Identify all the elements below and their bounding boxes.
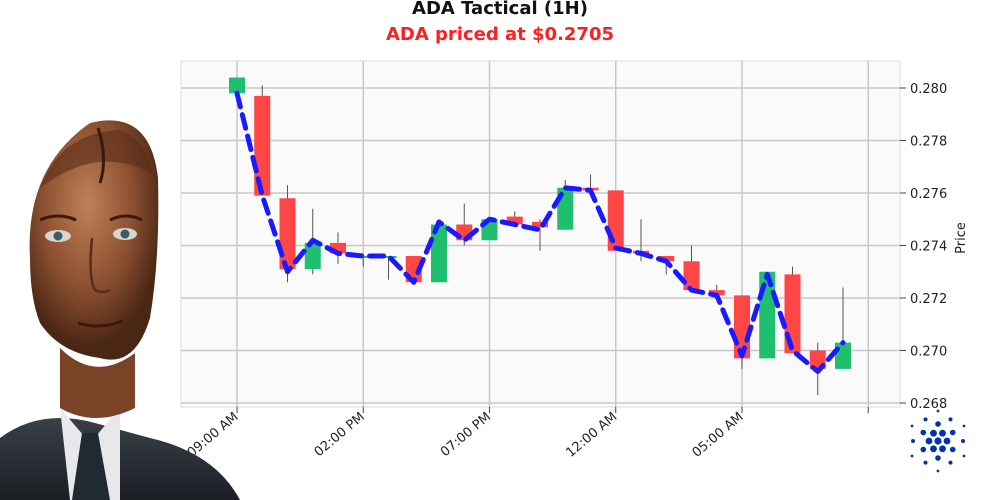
candle-body	[708, 290, 725, 296]
logo-dot	[925, 437, 933, 445]
logo-dot	[920, 446, 927, 453]
logo-dot	[939, 429, 946, 437]
logo-dot	[962, 454, 966, 458]
y-tick-label: 0.276	[910, 187, 947, 202]
logo-dot	[911, 439, 915, 443]
candle-body	[304, 242, 321, 270]
logo-dot	[962, 424, 966, 428]
logo-dot	[934, 437, 942, 445]
logo-dot	[961, 439, 965, 443]
logo-dot	[949, 446, 956, 453]
x-tick-label: 02:00 PM	[312, 410, 368, 460]
candle-body	[229, 77, 245, 94]
android-avatar-image	[0, 120, 240, 500]
cardano-logo-icon	[910, 409, 966, 473]
logo-dot	[930, 429, 937, 437]
logo-dot	[943, 437, 951, 445]
chart-title: ADA Tactical (1H)	[412, 0, 588, 19]
candle-body	[330, 242, 346, 254]
logo-dot	[936, 409, 940, 413]
chart-subtitle: ADA priced at $0.2705	[385, 24, 615, 45]
logo-dot	[949, 429, 956, 436]
logo-dot	[910, 424, 914, 428]
y-tick-labels: 0.268 0.270 0.272 0.274 0.276 0.278 0.280	[910, 82, 947, 412]
y-tick-label: 0.268	[910, 397, 947, 412]
y-tick-label: 0.270	[910, 345, 947, 360]
candle-body	[506, 216, 523, 225]
logo-dot	[930, 445, 937, 453]
x-tick-label: 07:00 PM	[438, 410, 494, 460]
logo-dot	[935, 455, 941, 461]
logo-dot	[920, 429, 927, 436]
x-tick-labels: 09:00 AM 02:00 PM 07:00 PM 12:00 AM 05:00 AM	[185, 410, 747, 461]
y-tick-label: 0.274	[910, 240, 947, 255]
candle-body	[683, 261, 700, 291]
logo-dot	[923, 460, 928, 465]
y-tick-label: 0.280	[910, 82, 947, 97]
candle-body	[607, 190, 624, 251]
y-tick-label: 0.272	[910, 292, 947, 307]
logo-dot	[923, 417, 928, 422]
logo-dot	[910, 454, 914, 458]
logo-dot	[935, 421, 941, 427]
logo-dot	[939, 445, 946, 453]
y-tick-label: 0.278	[910, 135, 947, 150]
y-axis-label: Price	[954, 222, 969, 254]
candle-body	[532, 221, 548, 228]
dashed-price-line	[234, 90, 846, 374]
x-tick-label: 05:00 AM	[690, 410, 747, 461]
x-tick-label: 12:00 AM	[563, 410, 620, 461]
candle-body	[658, 256, 675, 262]
candle-body	[279, 198, 296, 270]
candle-body	[431, 224, 447, 283]
logo-dot	[948, 460, 953, 465]
logo-dot	[948, 417, 953, 422]
logo-dot	[936, 469, 940, 473]
